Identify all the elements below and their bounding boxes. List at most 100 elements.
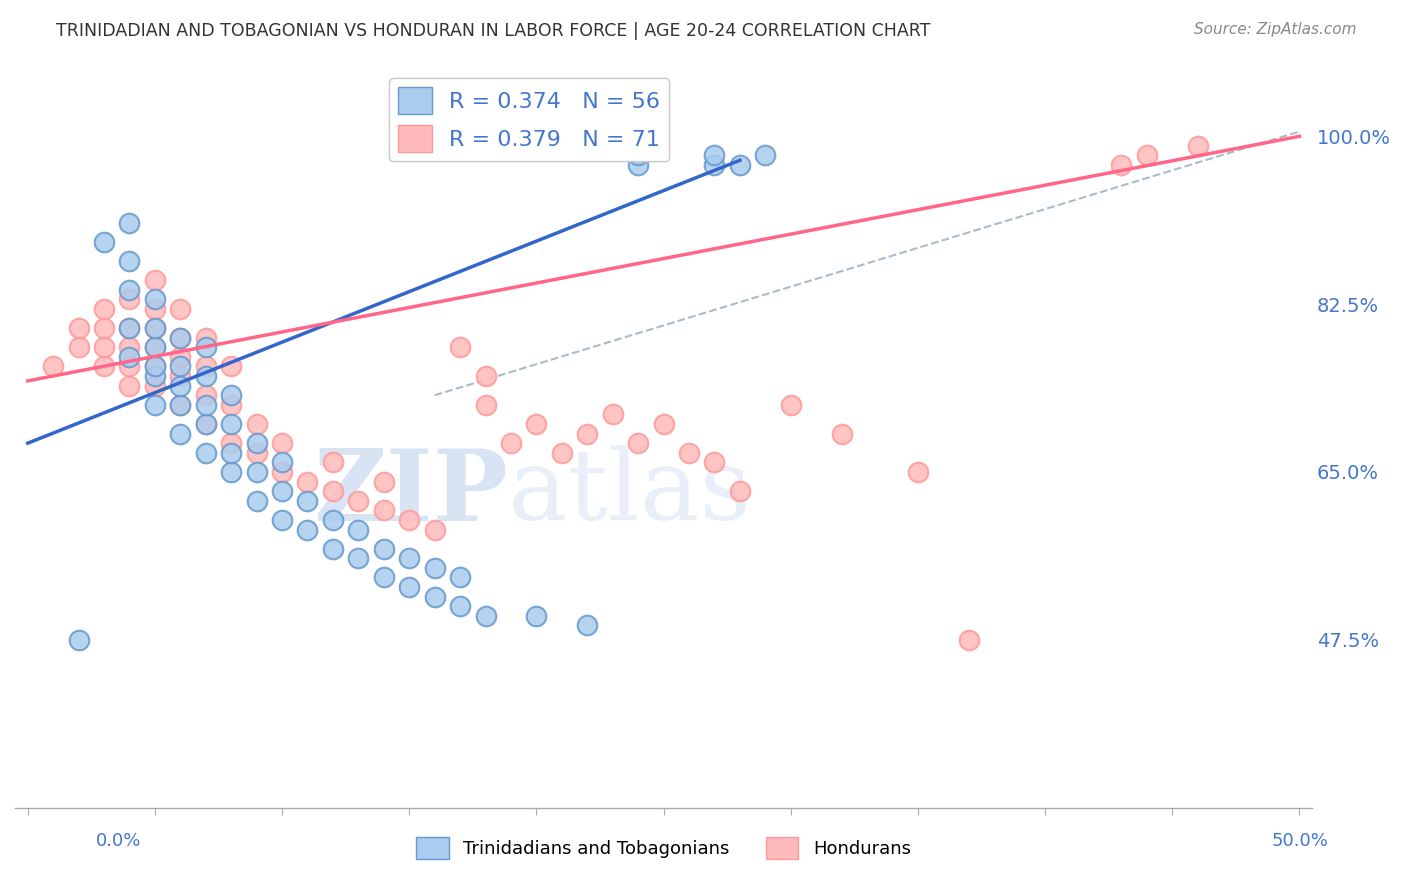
Point	[67, 321, 90, 335]
Point	[169, 359, 191, 374]
Point	[118, 359, 141, 374]
Point	[118, 293, 141, 307]
Point	[449, 599, 471, 614]
Point	[42, 359, 65, 374]
Point	[728, 158, 751, 172]
Text: TRINIDADIAN AND TOBAGONIAN VS HONDURAN IN LABOR FORCE | AGE 20-24 CORRELATION CH: TRINIDADIAN AND TOBAGONIAN VS HONDURAN I…	[56, 22, 931, 40]
Point	[551, 446, 574, 460]
Point	[219, 436, 242, 450]
Point	[118, 378, 141, 392]
Point	[169, 398, 191, 412]
Point	[93, 359, 115, 374]
Point	[143, 378, 166, 392]
Point	[143, 293, 166, 307]
Point	[627, 436, 650, 450]
Point	[703, 148, 725, 162]
Point	[143, 359, 166, 374]
Point	[627, 158, 650, 172]
Point	[627, 148, 650, 162]
Point	[1136, 148, 1159, 162]
Point	[143, 273, 166, 287]
Point	[219, 359, 242, 374]
Point	[143, 369, 166, 384]
Point	[169, 369, 191, 384]
Point	[219, 465, 242, 479]
Point	[118, 321, 141, 335]
Point	[271, 465, 294, 479]
Point	[423, 590, 446, 604]
Point	[347, 523, 370, 537]
Point	[118, 340, 141, 354]
Point	[373, 503, 395, 517]
Text: atlas: atlas	[508, 445, 751, 541]
Point	[322, 455, 344, 469]
Text: 0.0%: 0.0%	[96, 831, 141, 849]
Point	[576, 426, 599, 441]
Point	[143, 301, 166, 316]
Point	[169, 301, 191, 316]
Point	[347, 493, 370, 508]
Point	[143, 398, 166, 412]
Point	[194, 340, 217, 354]
Point	[499, 436, 522, 450]
Point	[423, 523, 446, 537]
Point	[271, 484, 294, 499]
Point	[1111, 158, 1133, 172]
Point	[93, 340, 115, 354]
Point	[602, 408, 624, 422]
Point	[474, 369, 496, 384]
Point	[118, 321, 141, 335]
Point	[246, 436, 269, 450]
Point	[779, 398, 801, 412]
Point	[398, 580, 420, 594]
Point	[194, 417, 217, 431]
Point	[576, 618, 599, 632]
Point	[194, 446, 217, 460]
Point	[246, 465, 269, 479]
Point	[703, 158, 725, 172]
Text: ZIP: ZIP	[314, 445, 508, 542]
Point	[143, 340, 166, 354]
Text: 50.0%: 50.0%	[1272, 831, 1329, 849]
Point	[474, 608, 496, 623]
Point	[728, 484, 751, 499]
Point	[652, 417, 675, 431]
Point	[219, 446, 242, 460]
Point	[143, 340, 166, 354]
Point	[194, 398, 217, 412]
Point	[1187, 139, 1209, 153]
Point	[169, 426, 191, 441]
Point	[194, 331, 217, 345]
Point	[423, 561, 446, 575]
Point	[526, 608, 548, 623]
Text: Source: ZipAtlas.com: Source: ZipAtlas.com	[1194, 22, 1357, 37]
Point	[398, 513, 420, 527]
Point	[703, 455, 725, 469]
Point	[322, 484, 344, 499]
Point	[169, 398, 191, 412]
Point	[831, 426, 853, 441]
Point	[271, 436, 294, 450]
Point	[169, 350, 191, 364]
Point	[67, 340, 90, 354]
Point	[219, 417, 242, 431]
Point	[449, 340, 471, 354]
Point	[373, 541, 395, 556]
Point	[93, 321, 115, 335]
Point	[373, 570, 395, 584]
Point	[678, 446, 700, 460]
Point	[118, 254, 141, 268]
Point	[322, 541, 344, 556]
Point	[67, 632, 90, 647]
Point	[194, 388, 217, 402]
Point	[907, 465, 929, 479]
Point	[246, 417, 269, 431]
Point	[194, 417, 217, 431]
Point	[118, 283, 141, 297]
Point	[322, 513, 344, 527]
Point	[297, 523, 319, 537]
Point	[449, 570, 471, 584]
Point	[93, 235, 115, 249]
Point	[957, 632, 980, 647]
Point	[194, 369, 217, 384]
